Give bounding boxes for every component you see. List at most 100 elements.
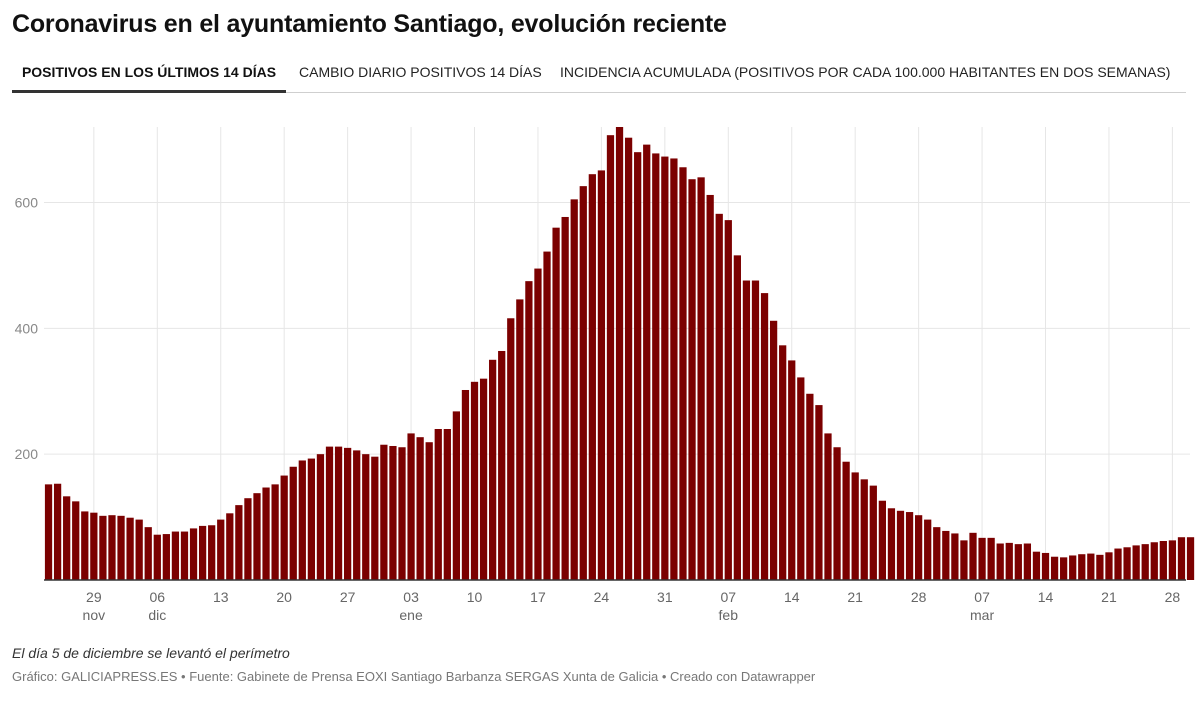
bar <box>525 281 533 580</box>
bar <box>706 194 714 580</box>
x-tick-label: 03 <box>403 589 419 605</box>
bar <box>933 527 941 580</box>
bar <box>217 519 225 580</box>
bar <box>307 458 315 580</box>
bar <box>208 525 216 580</box>
bar <box>751 280 760 580</box>
bar <box>353 450 361 580</box>
bar <box>1114 548 1122 580</box>
bar <box>489 359 497 580</box>
bar <box>407 433 415 580</box>
bar <box>362 454 370 580</box>
bar <box>198 525 207 580</box>
bar <box>171 531 180 580</box>
bar <box>1014 544 1022 580</box>
bar <box>842 461 850 580</box>
bar <box>325 446 334 580</box>
x-tick-label: 24 <box>594 589 610 605</box>
bar <box>1078 554 1086 580</box>
bar <box>597 170 606 580</box>
bar <box>742 280 751 580</box>
bar <box>316 454 325 580</box>
bar <box>579 186 587 580</box>
bar <box>643 144 651 580</box>
bar <box>670 158 678 581</box>
bar <box>851 472 859 580</box>
page-title: Coronavirus en el ayuntamiento Santiago,… <box>12 10 727 38</box>
bar <box>189 528 198 580</box>
y-tick-label: 200 <box>15 446 39 462</box>
tab-cambio-diario[interactable]: CAMBIO DIARIO POSITIVOS 14 DÍAS <box>299 64 542 80</box>
bar <box>498 350 506 580</box>
bar <box>334 446 343 580</box>
x-tick-label: 07 <box>721 589 737 605</box>
tab-positivos-14-dias[interactable]: POSITIVOS EN LOS ÚLTIMOS 14 DÍAS <box>12 58 286 93</box>
bar <box>162 534 170 580</box>
bar <box>461 389 470 580</box>
bar <box>915 515 923 580</box>
bar <box>280 475 288 580</box>
bar <box>1050 556 1059 580</box>
bar <box>806 393 814 580</box>
bar <box>144 527 152 580</box>
bar <box>1060 557 1068 580</box>
bar <box>615 127 624 580</box>
bar <box>1159 540 1167 580</box>
x-tick-month-label: ene <box>399 607 423 623</box>
bar <box>117 515 125 580</box>
bar <box>1168 540 1177 580</box>
bar <box>552 227 560 580</box>
bar <box>697 177 705 581</box>
bar <box>72 501 80 580</box>
x-tick-label: 20 <box>276 589 292 605</box>
bar <box>90 512 98 580</box>
bar <box>715 213 723 580</box>
bar <box>1186 537 1195 580</box>
bar <box>398 447 406 580</box>
tab-incidencia-acumulada[interactable]: INCIDENCIA ACUMULADA (POSITIVOS POR CADA… <box>560 64 1171 80</box>
bar <box>760 293 769 580</box>
bar <box>833 447 841 580</box>
x-tick-label: 28 <box>1165 589 1181 605</box>
bar <box>561 216 569 580</box>
bar <box>887 508 896 580</box>
bar <box>996 543 1004 580</box>
bar <box>679 167 687 580</box>
bar <box>1041 552 1050 580</box>
tab-bar: POSITIVOS EN LOS ÚLTIMOS 14 DÍAS CAMBIO … <box>12 58 1186 93</box>
bar <box>153 534 161 580</box>
x-tick-label: 10 <box>467 589 483 605</box>
bar <box>81 511 89 580</box>
bar <box>733 255 741 580</box>
bar <box>534 268 542 580</box>
bar <box>344 447 352 580</box>
x-tick-month-label: mar <box>970 607 994 623</box>
x-tick-label: 17 <box>530 589 546 605</box>
bar <box>516 299 524 580</box>
bar <box>1132 545 1140 580</box>
bar <box>108 515 116 580</box>
bar <box>289 466 297 580</box>
x-tick-month-label: nov <box>83 607 106 623</box>
bar <box>434 429 442 580</box>
bar <box>661 156 669 580</box>
bar <box>570 199 578 580</box>
bar <box>452 411 461 580</box>
bar <box>1123 547 1131 580</box>
bar <box>624 137 633 580</box>
bar <box>507 318 515 580</box>
x-tick-month-label: dic <box>148 607 166 623</box>
bar <box>779 345 787 580</box>
x-tick-label: 07 <box>974 589 990 605</box>
x-tick-label: 06 <box>150 589 166 605</box>
bar <box>180 531 189 580</box>
bar <box>896 510 905 580</box>
bar <box>253 493 261 580</box>
bar <box>63 496 71 580</box>
bar <box>815 405 823 580</box>
bar <box>470 381 479 580</box>
bar <box>724 220 732 580</box>
bar <box>479 378 488 580</box>
x-tick-month-label: feb <box>719 607 739 623</box>
bar <box>1032 551 1041 580</box>
